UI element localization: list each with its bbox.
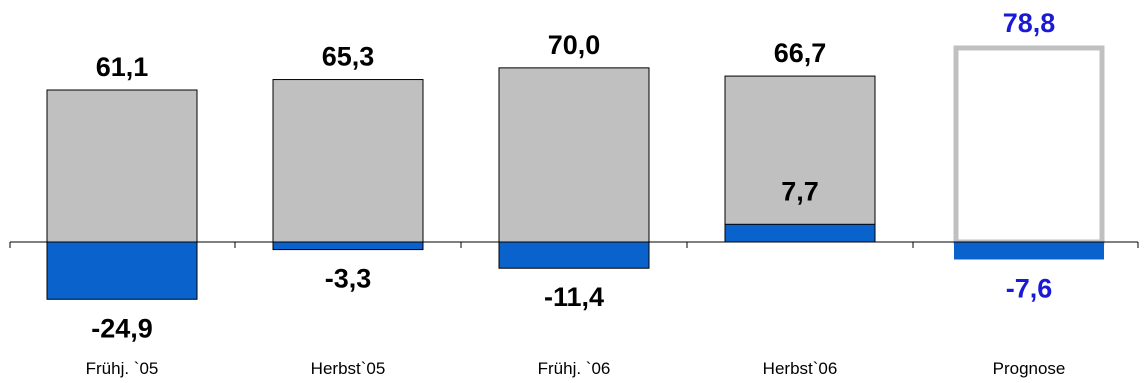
category-label-0: Frühj. `05	[86, 359, 159, 378]
data-label-total-4: 78,8	[1003, 8, 1056, 38]
axis-ticks	[9, 242, 1139, 248]
bars-layer	[46, 45, 1105, 300]
category-label-4: Prognose	[993, 359, 1066, 378]
data-label-total-3: 66,7	[774, 38, 827, 68]
bar-total-4	[953, 45, 1105, 245]
data-label-total-0: 61,1	[96, 52, 149, 82]
bar-balance-4	[954, 242, 1104, 260]
bar-balance-2	[498, 241, 650, 269]
data-label-total-2: 70,0	[548, 30, 601, 60]
data-label-balance-3: 7,7	[781, 176, 819, 206]
category-label-1: Herbst`05	[311, 359, 386, 378]
bar-balance-3	[724, 223, 876, 243]
data-label-balance-2: -11,4	[544, 282, 604, 312]
category-label-3: Herbst`06	[763, 359, 838, 378]
bar-total-2	[498, 67, 650, 243]
bar-total-3	[724, 75, 876, 243]
bar-total-0	[46, 89, 198, 243]
data-label-balance-0: -24,9	[91, 313, 153, 343]
bar-total-1	[272, 79, 424, 243]
labels-layer: 61,1 -24,9 Frühj. `05 65,3 -3,3 Herbst`05 70,0…	[86, 8, 1066, 378]
category-label-2: Frühj. `06	[538, 359, 611, 378]
data-label-balance-4: -7,6	[1006, 273, 1053, 303]
bar-balance-1	[272, 241, 424, 251]
data-label-balance-1: -3,3	[325, 264, 372, 294]
data-label-total-1: 65,3	[322, 42, 375, 72]
bar-balance-0	[46, 241, 198, 300]
